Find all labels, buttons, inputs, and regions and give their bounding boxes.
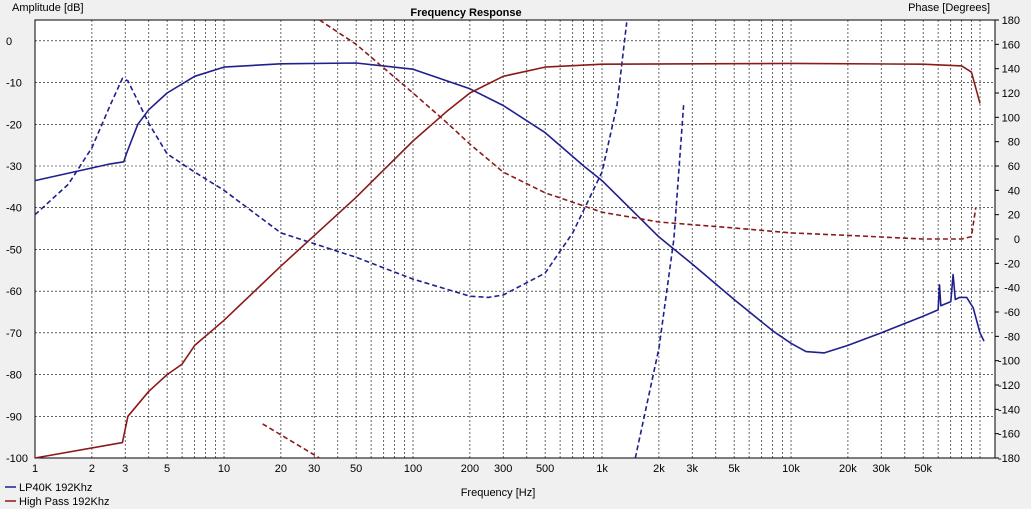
x-tick-label: 50: [350, 463, 362, 475]
x-tick-label: 500: [536, 463, 554, 475]
y-left-tick-label: 0: [6, 36, 12, 48]
y-left-tick-label: -20: [6, 119, 22, 131]
y-right-tick-label: -40: [1004, 283, 1020, 295]
grid: [34, 20, 995, 459]
y-right-tick-label: -80: [1004, 331, 1020, 343]
y-right-tick-label: -100: [998, 356, 1020, 368]
chart-title: Frequency Response: [410, 7, 521, 19]
series-layer: [34, 19, 985, 459]
y-right-tick-label: 0: [1014, 234, 1020, 246]
y-right-axis-label: Phase [Degrees]: [908, 2, 990, 14]
y-left-tick-label: -40: [6, 203, 22, 215]
x-tick-label: 30: [308, 463, 320, 475]
y-right-tick-label: -20: [1004, 258, 1020, 270]
x-tick-label: 50k: [914, 463, 932, 475]
y-right-tick-label: 120: [1002, 88, 1020, 100]
series-line-highpass-phase: [319, 19, 977, 240]
legend-label-highpass: High Pass 192Khz: [19, 496, 110, 508]
series-line-lp40k-phase: [34, 22, 628, 299]
y-right-tick-label: -140: [998, 404, 1020, 416]
x-tick-label: 10k: [782, 463, 800, 475]
y-right-tick-label: 160: [1002, 39, 1020, 51]
x-tick-label: 1k: [596, 463, 608, 475]
series-line-lp40k-amplitude: [34, 62, 985, 354]
x-tick-label: 2k: [653, 463, 665, 475]
x-tick-label: 5: [164, 463, 170, 475]
x-tick-label: 3: [122, 463, 128, 475]
x-axis-label: Frequency [Hz]: [461, 487, 536, 499]
y-right-tick-label: 60: [1008, 161, 1020, 173]
x-tick-label: 1: [32, 463, 38, 475]
x-tick-label: 20k: [839, 463, 857, 475]
y-left-tick-label: -30: [6, 161, 22, 173]
y-left-tick-label: -70: [6, 328, 22, 340]
x-tick-label: 300: [494, 463, 512, 475]
x-tick-label: 2: [89, 463, 95, 475]
x-tick-label: 3k: [686, 463, 698, 475]
series-line-highpass-phase-wrap: [262, 423, 320, 459]
legend: LP40K 192Khz High Pass 192Khz: [5, 482, 110, 508]
x-tick-labels: 1 2 3 5 10 20 30 50 100 200 300 500 1k 2k 3k 5k 10k 20k 30…: [32, 463, 933, 475]
y-right-tick-label: -60: [1004, 307, 1020, 319]
y-right-tick-label: 80: [1008, 137, 1020, 149]
y-right-tick-label: -160: [998, 429, 1020, 441]
x-tick-label: 200: [461, 463, 479, 475]
y-left-tick-label: -80: [6, 370, 22, 382]
y-left-axis-label: Amplitude [dB]: [12, 2, 84, 14]
y-left-tick-label: -50: [6, 244, 22, 256]
x-tick-label: 100: [404, 463, 422, 475]
y-right-tick-label: 140: [1002, 64, 1020, 76]
x-tick-label: 20: [275, 463, 287, 475]
y-right-tick-label: -180: [998, 453, 1020, 465]
y-left-tick-label: -10: [6, 78, 22, 90]
y-left-tick-label: -90: [6, 411, 22, 423]
series-line-highpass-amplitude: [34, 62, 981, 459]
y-right-tick-label: 20: [1008, 210, 1020, 222]
x-tick-label: 10: [218, 463, 230, 475]
y-right-tick-label: -120: [998, 380, 1020, 392]
legend-label-lp40k: LP40K 192Khz: [19, 482, 92, 494]
y-right-tick-label: 180: [1002, 15, 1020, 27]
y-right-tick-label: 40: [1008, 185, 1020, 197]
y-left-tick-labels: 0 -10 -20 -30 -40 -50 -60 -70 -80 -90 -100: [6, 36, 28, 465]
y-left-tick-label: -100: [6, 453, 28, 465]
x-tick-label: 5k: [728, 463, 740, 475]
y-right-tick-labels: 180 160 140 120 100 80 60 40 20 0 -20 -40 -60 -80 -100…: [995, 15, 1020, 465]
y-left-tick-label: -60: [6, 286, 22, 298]
series-line-lp40k-phase-wrap: [634, 105, 685, 459]
y-right-tick-label: 100: [1002, 112, 1020, 124]
x-tick-label: 30k: [872, 463, 890, 475]
